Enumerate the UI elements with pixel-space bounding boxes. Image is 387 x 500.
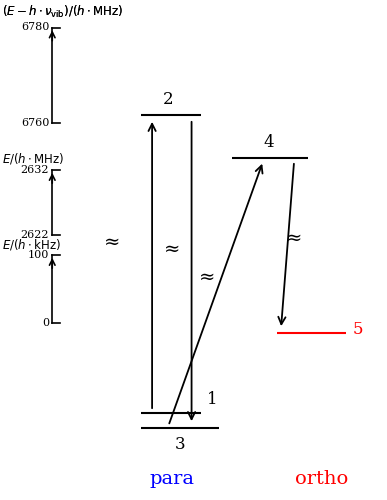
Text: 6780: 6780 [21, 22, 49, 32]
Text: ≈: ≈ [104, 234, 120, 252]
Text: 3: 3 [175, 436, 185, 453]
Text: 2: 2 [163, 90, 174, 108]
Text: 0: 0 [42, 318, 49, 328]
Text: 1: 1 [207, 390, 217, 407]
Text: $E/(h\cdot{\rm kHz})$: $E/(h\cdot{\rm kHz})$ [2, 236, 61, 252]
Text: $E/(h\cdot{\rm MHz})$: $E/(h\cdot{\rm MHz})$ [2, 152, 64, 166]
Text: $(E-h\cdot\nu_{\rm vib})/(h\cdot{\rm MHz})$: $(E-h\cdot\nu_{\rm vib})/(h\cdot{\rm MHz… [2, 4, 123, 20]
Text: ortho: ortho [295, 470, 348, 488]
Text: para: para [150, 470, 195, 488]
Text: ≈: ≈ [199, 268, 215, 286]
Text: $(E-h\cdot\nu_{\rm vib})/(h\cdot{\rm MHz})$: $(E-h\cdot\nu_{\rm vib})/(h\cdot{\rm MHz… [2, 4, 123, 20]
Text: 4: 4 [264, 134, 274, 151]
Text: 100: 100 [28, 250, 49, 260]
Text: 2632: 2632 [21, 165, 49, 175]
Text: 6760: 6760 [21, 118, 49, 128]
Text: 5: 5 [352, 322, 363, 338]
Text: ≈: ≈ [164, 241, 180, 259]
Text: 2622: 2622 [21, 230, 49, 240]
Text: ≈: ≈ [286, 230, 302, 248]
